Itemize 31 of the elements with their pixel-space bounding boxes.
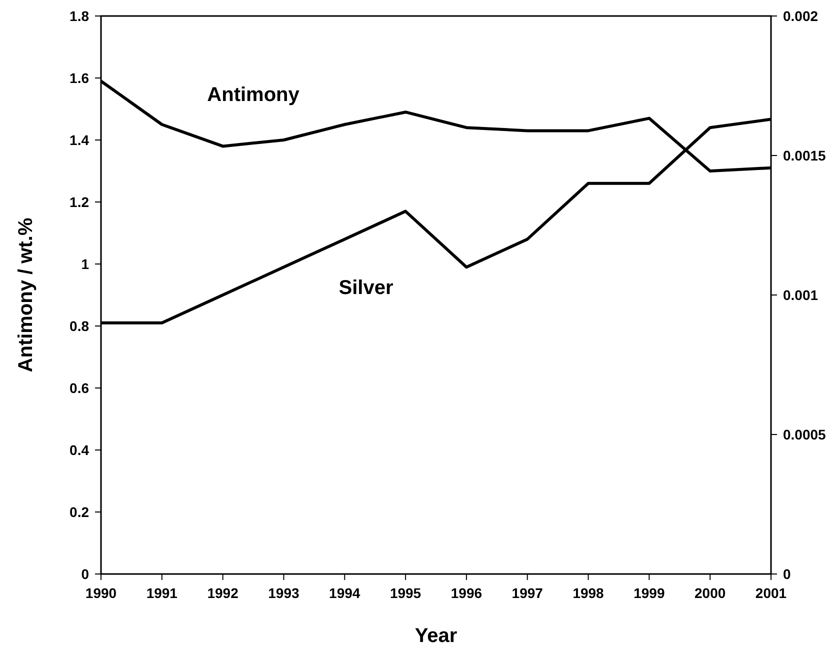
y-tick-label: 0 bbox=[81, 566, 90, 582]
y-tick-label: 0.2 bbox=[70, 504, 90, 520]
x-tick-label: 1993 bbox=[268, 585, 300, 601]
y-tick-label: 0.4 bbox=[70, 442, 90, 458]
x-axis-title: Year bbox=[414, 625, 458, 647]
y-tick-label: 0.6 bbox=[70, 380, 90, 396]
y-tick-label: 1.6 bbox=[70, 70, 90, 86]
x-tick-label: 1994 bbox=[329, 585, 360, 601]
y-axis-title: Antimony / wt.% bbox=[15, 218, 37, 372]
series-label: Antimony bbox=[207, 84, 300, 106]
y2-tick-label: 0 bbox=[783, 566, 791, 582]
y-tick-label: 1.8 bbox=[70, 8, 90, 24]
y-tick-label: 1 bbox=[81, 256, 90, 272]
y-tick-label: 1.4 bbox=[70, 132, 90, 148]
x-tick-label: 2000 bbox=[694, 585, 726, 601]
x-tick-label: 1990 bbox=[85, 585, 117, 601]
y2-tick-label: 0.0015 bbox=[783, 147, 826, 164]
y-tick-label: 0.8 bbox=[70, 318, 90, 334]
x-tick-label: 1999 bbox=[634, 585, 665, 601]
x-tick-label: 2001 bbox=[755, 585, 787, 601]
x-tick-label: 1998 bbox=[572, 585, 604, 601]
y-tick-label: 1.2 bbox=[70, 194, 90, 210]
series-label: Silver bbox=[338, 277, 394, 300]
x-tick-label: 1996 bbox=[450, 585, 482, 601]
y2-tick-label: 0.001 bbox=[783, 286, 818, 303]
y2-tick-label: 0.002 bbox=[783, 8, 818, 24]
x-tick-label: 1991 bbox=[146, 585, 178, 601]
x-tick-label: 1995 bbox=[390, 585, 422, 601]
y2-tick-label: 0.0005 bbox=[783, 426, 826, 442]
x-tick-label: 1992 bbox=[207, 585, 239, 601]
x-tick-label: 1997 bbox=[512, 585, 544, 601]
